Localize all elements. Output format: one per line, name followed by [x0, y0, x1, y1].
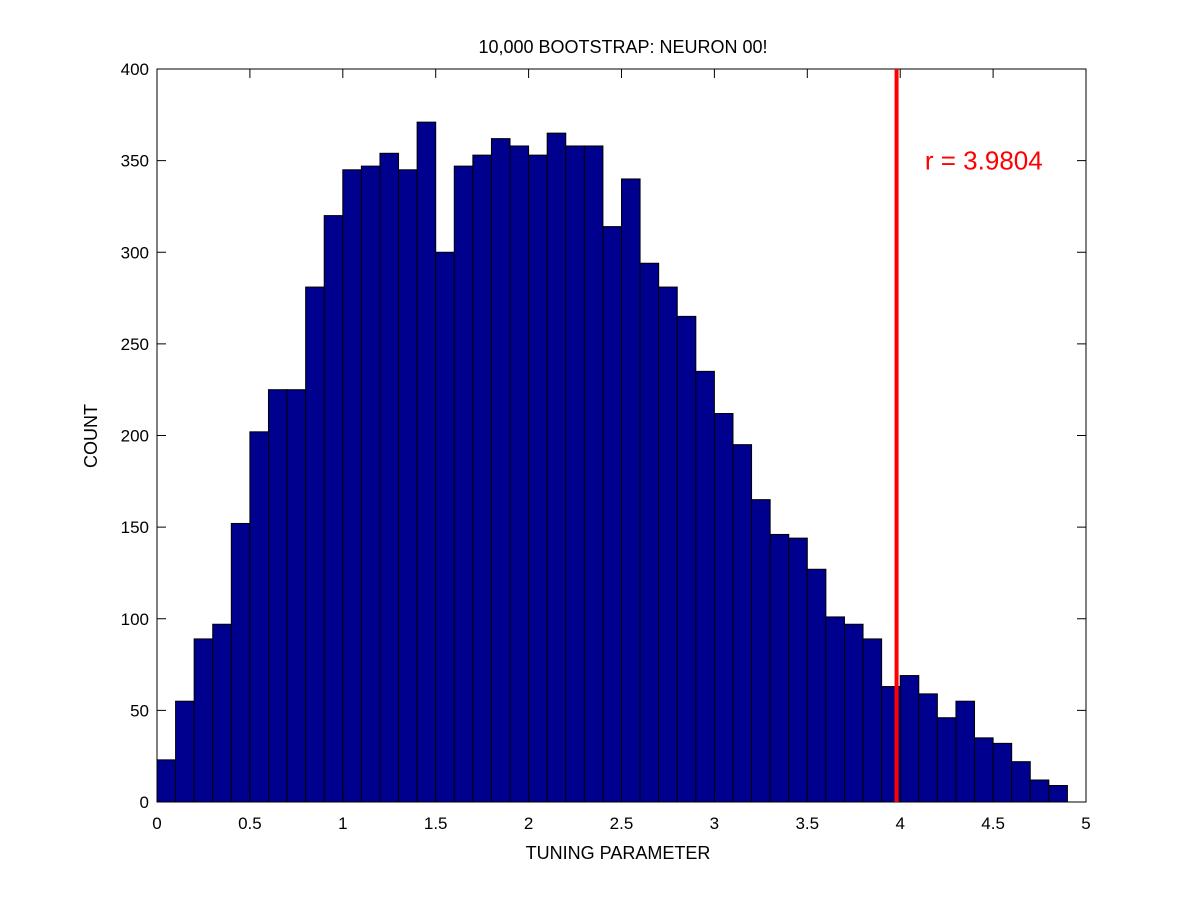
histogram-bar	[621, 178, 641, 803]
histogram-bar	[713, 413, 734, 803]
histogram-bar	[267, 389, 288, 803]
y-tick-label: 100	[121, 610, 149, 629]
histogram-bar	[899, 675, 920, 803]
y-tick-label: 50	[130, 701, 149, 720]
x-tick-label: 0.5	[238, 814, 262, 833]
x-tick-label: 3	[710, 814, 719, 833]
histogram-bar	[156, 759, 177, 803]
histogram-bar	[862, 638, 883, 803]
histogram-bar	[843, 623, 864, 803]
histogram-bar	[658, 286, 678, 803]
histogram-bar	[918, 693, 938, 803]
histogram-bar	[695, 370, 715, 803]
histogram-bar	[806, 568, 827, 803]
x-tick-label: 1	[338, 814, 347, 833]
histogram-bar	[342, 169, 362, 803]
histogram-bar	[974, 737, 994, 803]
x-tick-labels: 0 0.5 1 1.5 2 2.5 3 3.5 4 4.5 5	[152, 814, 1090, 833]
y-tick-label: 350	[121, 152, 149, 171]
y-tick-labels: 0 50 100 150 200 250 300 350 400	[121, 60, 149, 812]
histogram-bar	[732, 444, 753, 803]
histogram-bar	[472, 154, 492, 803]
y-tick-label: 0	[140, 793, 149, 812]
histogram-bar	[639, 262, 660, 803]
y-tick-label: 400	[121, 60, 149, 79]
histogram-bar	[212, 623, 232, 803]
histogram-bar	[955, 700, 976, 803]
histogram-bar	[583, 145, 604, 803]
histogram-bar	[490, 138, 511, 803]
x-tick-label: 1.5	[424, 814, 448, 833]
histogram-bar	[546, 132, 567, 803]
x-tick-label: 3.5	[795, 814, 819, 833]
y-tick-label: 200	[121, 427, 149, 446]
y-tick-label: 300	[121, 243, 149, 262]
histogram-bar	[992, 742, 1013, 803]
histogram-bar	[751, 499, 771, 803]
r-value-annotation: r = 3.9804	[925, 146, 1043, 176]
x-tick-label: 2.5	[610, 814, 634, 833]
histogram-bar	[193, 638, 214, 803]
y-tick-label: 250	[121, 335, 149, 354]
y-tick-label: 150	[121, 518, 149, 537]
plot-frame	[156, 68, 1087, 803]
histogram-bar	[509, 145, 530, 803]
histogram-bar	[528, 154, 548, 803]
histogram-bar	[398, 169, 418, 803]
x-tick-label: 5	[1081, 814, 1090, 833]
histogram-bar	[305, 286, 325, 803]
histogram-bar	[565, 145, 585, 803]
histogram-bar	[453, 165, 474, 803]
histogram-bar	[230, 522, 251, 803]
histogram-bar	[379, 152, 400, 803]
histogram-bar	[1029, 779, 1050, 803]
histogram-bar	[286, 389, 307, 803]
y-axis-label: COUNT	[81, 404, 101, 468]
histogram-bar	[175, 700, 195, 803]
x-tick-label: 4.5	[981, 814, 1005, 833]
histogram-bar	[1048, 785, 1068, 803]
histogram-bar	[769, 533, 790, 803]
histogram-bar	[788, 537, 808, 803]
histogram-bar	[416, 121, 437, 803]
histogram-bar	[323, 215, 344, 803]
histogram-bar	[1011, 761, 1031, 803]
histogram-bar	[602, 226, 622, 803]
x-axis-label: TUNING PARAMETER	[526, 843, 711, 863]
histogram-bar	[936, 717, 957, 803]
histogram-bar	[676, 315, 697, 803]
x-tick-label: 4	[895, 814, 904, 833]
chart-title: 10,000 BOOTSTRAP: NEURON 00!	[478, 37, 767, 57]
x-tick-label: 2	[524, 814, 533, 833]
histogram-bar	[360, 165, 381, 803]
x-tick-label: 0	[152, 814, 161, 833]
histogram-bar	[249, 431, 269, 803]
histogram-bar	[435, 251, 455, 803]
histogram-bar	[825, 616, 845, 803]
